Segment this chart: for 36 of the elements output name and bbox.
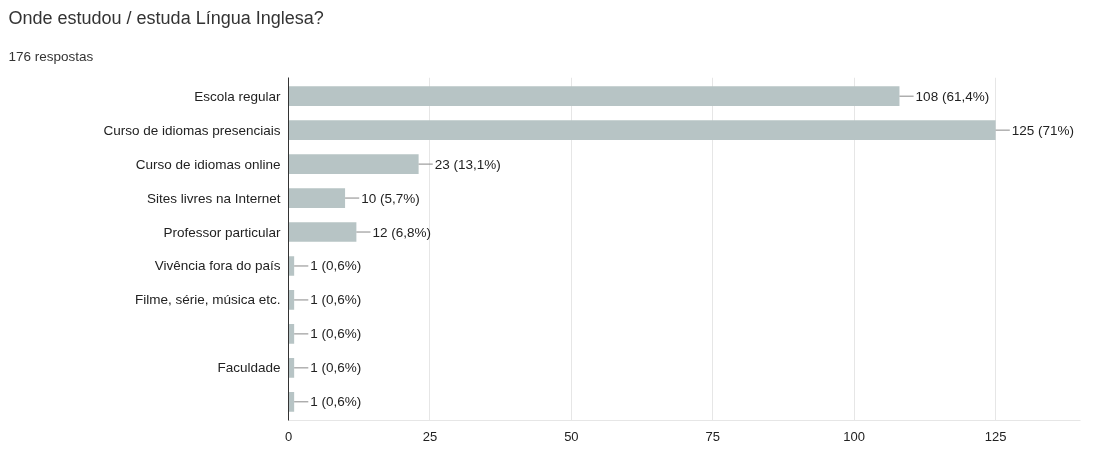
chart-title: Onde estudou / estuda Língua Inglesa? <box>8 7 324 28</box>
bar <box>288 391 295 412</box>
x-tick-label: 100 <box>843 428 866 444</box>
bar <box>288 86 900 107</box>
data-label: 1 (0,6%) <box>310 326 362 342</box>
x-tick-label: 75 <box>705 428 721 444</box>
y-tick-label: Professor particular <box>163 224 281 240</box>
data-label: 125 (71%) <box>1011 122 1075 138</box>
x-tick-label: 25 <box>422 428 438 444</box>
text: 176 respostas <box>8 48 94 64</box>
bar <box>288 324 295 344</box>
y-tick-label: Sites livres na Internet <box>146 190 281 206</box>
x-tick-label: 0 <box>284 428 293 444</box>
x-tick-label: 125 <box>984 428 1007 444</box>
data-label: 1 (0,6%) <box>310 258 362 274</box>
bar <box>288 188 346 208</box>
data-label: 12 (6,8%) <box>372 224 432 240</box>
y-tick-label: Curso de idiomas presenciais <box>103 122 281 138</box>
data-label: 23 (13,1%) <box>434 156 501 172</box>
bar <box>288 222 357 242</box>
y-tick-label: Vivência fora do país <box>154 258 281 274</box>
bar <box>288 290 295 310</box>
data-label: 1 (0,6%) <box>310 360 362 376</box>
bar <box>288 256 295 276</box>
data-label: 1 (0,6%) <box>310 292 362 308</box>
bar <box>288 120 996 140</box>
bar <box>288 358 295 378</box>
data-label: 1 (0,6%) <box>310 394 362 410</box>
y-tick-label: Faculdade <box>217 360 281 376</box>
data-label: 10 (5,7%) <box>361 190 420 206</box>
bar <box>288 154 419 174</box>
y-tick-label: Curso de idiomas online <box>135 156 281 172</box>
data-label: 108 (61,4%) <box>915 88 990 104</box>
x-tick-label: 50 <box>564 428 579 444</box>
y-tick-label: Escola regular <box>194 88 281 104</box>
y-tick-label: Filme, série, música etc. <box>134 292 281 308</box>
